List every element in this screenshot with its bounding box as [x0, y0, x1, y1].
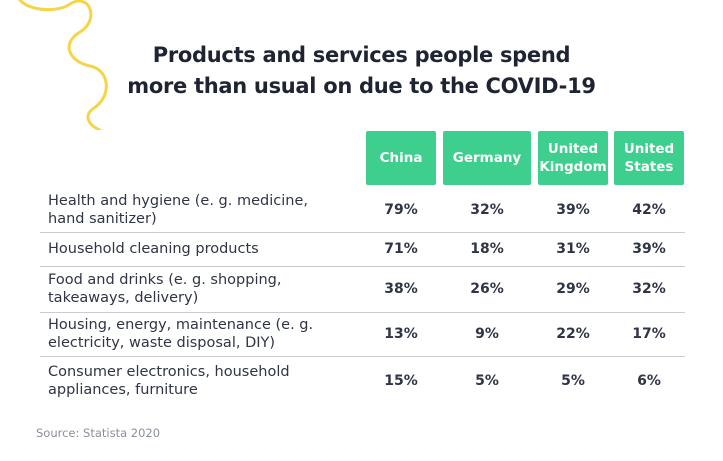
decorative-squiggle	[18, 0, 108, 130]
value-cell-united-kingdom: 22%	[556, 326, 590, 342]
value-cell-germany: 18%	[470, 241, 504, 257]
value-cell-china: 15%	[384, 373, 418, 389]
value-cell-united-kingdom: 5%	[561, 373, 585, 389]
value-cell-china: 38%	[384, 281, 418, 297]
row-label: Health and hygiene (e. g. medicine, hand …	[48, 192, 308, 227]
value-cell-united-states: 17%	[632, 326, 666, 342]
value-cell-germany: 9%	[475, 326, 499, 342]
table-row: Housing, energy, maintenance (e. g. elect…	[40, 312, 685, 357]
row-label: Household cleaning products	[48, 241, 259, 257]
column-header-united-states: United States	[614, 131, 684, 185]
value-cell-germany: 32%	[470, 201, 504, 218]
value-cell-germany: 5%	[475, 373, 499, 389]
value-cell-united-kingdom: 39%	[556, 201, 590, 218]
value-cell-china: 13%	[384, 326, 418, 342]
value-cell-united-kingdom: 31%	[556, 241, 590, 257]
value-cell-china: 71%	[384, 241, 418, 257]
column-header-germany: Germany	[443, 131, 531, 185]
table-row: Food and drinks (e. g. shopping, takeaway…	[40, 266, 685, 313]
value-cell-united-states: 6%	[637, 373, 661, 389]
row-label: Food and drinks (e. g. shopping, takeaway…	[48, 272, 282, 306]
table-row: Consumer electronics, household appliance…	[40, 356, 685, 406]
value-cell-united-states: 32%	[632, 281, 666, 297]
value-cell-germany: 26%	[470, 281, 504, 297]
source-note: Source: Statista 2020	[36, 426, 161, 440]
value-cell-united-states: 42%	[632, 201, 666, 218]
column-header-china: China	[366, 131, 436, 185]
table-row: Household cleaning products 71% 18% 31% 39%	[40, 232, 685, 267]
value-cell-united-states: 39%	[632, 241, 666, 257]
value-cell-united-kingdom: 29%	[556, 281, 590, 297]
table-row: Health and hygiene (e. g. medicine, hand …	[40, 187, 685, 233]
title-line-2: more than usual on due to the COVID-19	[127, 74, 596, 98]
chart-title: Products and services people spend more …	[0, 40, 723, 102]
row-label: Consumer electronics, household appliance…	[48, 364, 290, 398]
title-line-1: Products and services people spend	[152, 43, 571, 67]
column-header-united-kingdom: United Kingdom	[538, 131, 608, 185]
value-cell-china: 79%	[384, 201, 418, 218]
row-label: Housing, energy, maintenance (e. g. elect…	[48, 317, 314, 351]
